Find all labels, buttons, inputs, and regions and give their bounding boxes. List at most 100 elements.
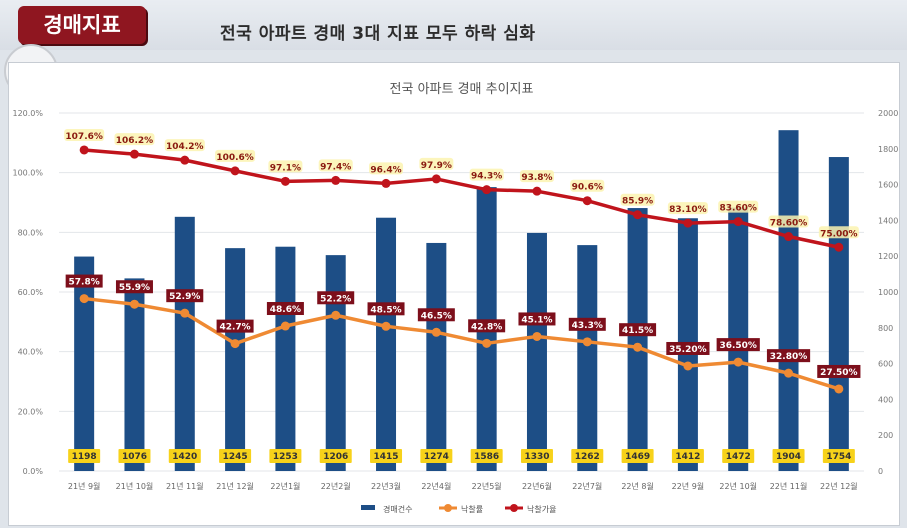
bid-price-rate-label: 104.2% [166, 142, 204, 152]
bar-value-box [671, 449, 704, 463]
right-axis-tick: 200 [878, 431, 893, 440]
winning-bid-rate-label-box [166, 289, 204, 303]
bar-value-box [319, 449, 352, 463]
bar-value-box [118, 449, 151, 463]
bid-price-rate-point [633, 210, 643, 220]
left-axis-tick: 100.0% [12, 169, 43, 178]
bar-auction-count [74, 256, 95, 471]
bar-value-label: 1206 [323, 452, 348, 462]
bid-price-rate-label: 78.60% [770, 219, 808, 229]
x-axis-tick: 22년 8월 [621, 481, 654, 491]
left-axis-tick: 60.0% [18, 288, 44, 297]
x-axis-tick: 21년 12월 [216, 481, 254, 491]
winning-bid-rate-label-box [468, 319, 506, 333]
bid-price-rate-label: 97.1% [270, 163, 301, 173]
bid-price-rate-label: 97.4% [320, 162, 351, 172]
right-axis-tick: 600 [878, 360, 893, 369]
bar-auction-count [778, 130, 799, 471]
bid-price-rate-point [683, 218, 693, 228]
right-axis-tick: 1800 [878, 145, 898, 154]
combo-chart: 전국 아파트 경매 추이지표 0.0% 20.0% 40.0% 60.0% 80.0% 10… [12, 82, 898, 514]
bar-value-label: 1420 [172, 452, 197, 462]
winning-bid-rate-label-box [766, 349, 811, 363]
bid-price-rate-label: 85.9% [622, 197, 653, 207]
bar-auction-count [225, 248, 246, 471]
bar-auction-count [124, 278, 145, 471]
bid-price-rate-label-box [268, 160, 303, 173]
bid-price-rate-point [582, 196, 592, 206]
bid-price-rate-label-box [718, 200, 759, 213]
bar-value-box [168, 449, 201, 463]
x-axis-tick: 22년7월 [572, 481, 602, 491]
winning-bid-rate-point [180, 308, 190, 318]
bid-price-rate-label-box [419, 157, 454, 170]
bid-price-rate-point [331, 175, 341, 185]
winning-bid-rate-label: 32.80% [770, 352, 808, 362]
bid-price-rate-point [532, 186, 542, 196]
right-axis-tick: 1600 [878, 181, 898, 190]
bar-auction-count [627, 208, 648, 471]
x-axis-tick: 22년6월 [522, 481, 552, 491]
bar-value-box [772, 449, 805, 463]
bid-price-rate-line [84, 148, 840, 249]
bar-value-box [420, 449, 453, 463]
winning-bid-rate-label-box [417, 308, 455, 322]
x-axis-tick: 21년 10월 [116, 481, 154, 491]
winning-bid-rate-label: 48.6% [270, 305, 301, 315]
bid-price-rate-label: 90.6% [572, 183, 603, 193]
legend-marker [510, 504, 518, 512]
legend-label: 낙찰가율 [527, 504, 556, 514]
bar-value-label: 1262 [575, 452, 600, 462]
winning-bid-rate-label-box [65, 274, 103, 288]
winning-bid-rate-point [633, 342, 643, 352]
x-axis-tick: 22년3월 [371, 481, 401, 491]
bid-price-rate-label: 83.10% [669, 205, 707, 215]
x-axis-tick: 22년2월 [321, 481, 351, 491]
bar-value-box [219, 449, 252, 463]
winning-bid-rate-point [582, 337, 592, 347]
winning-bid-rate-label-box [619, 323, 657, 337]
bid-price-rate-label-box [318, 159, 353, 172]
winning-bid-rate-point [431, 327, 441, 337]
winning-bid-rate-point [129, 299, 139, 309]
x-axis-tick: 21년 9월 [68, 481, 101, 491]
legend-marker [444, 504, 452, 512]
bid-price-rate-label-box [570, 179, 605, 192]
bid-price-rate-label: 97.9% [421, 161, 452, 171]
winning-bid-rate-label-box [216, 319, 254, 333]
bar-value-box [621, 449, 654, 463]
bid-price-rate-label-box [519, 170, 554, 183]
bar-auction-count [275, 246, 296, 471]
bar-auction-count [526, 232, 547, 471]
bid-price-rate-label-box [215, 149, 256, 162]
bid-price-rate-label: 106.2% [116, 136, 154, 146]
bid-price-rate-point [431, 174, 441, 184]
winning-bid-rate-label: 42.8% [471, 322, 502, 332]
winning-bid-rate-point [331, 310, 341, 320]
winning-bid-rate-label: 42.7% [219, 323, 250, 333]
bar-value-label: 1586 [474, 452, 499, 462]
winning-bid-rate-point [381, 321, 391, 331]
section-badge: 경매지표 [18, 6, 146, 44]
right-axis-tick: 1400 [878, 216, 898, 225]
winning-bid-rate-label-box [266, 302, 304, 316]
right-axis-tick: 2000 [878, 109, 898, 118]
bid-price-rate-point [230, 166, 240, 176]
winning-bid-rate-label: 43.3% [572, 321, 603, 331]
headline: 전국 아파트 경매 3대 지표 모두 하락 심화 [220, 24, 536, 44]
bar-value-label: 1904 [776, 452, 801, 462]
winning-bid-rate-point [280, 321, 290, 331]
winning-bid-rate-label: 35.20% [669, 345, 707, 355]
bid-price-rate-label-box [620, 193, 655, 206]
bar-value-label: 1415 [374, 452, 399, 462]
bar-value-label: 1253 [273, 452, 298, 462]
bar-value-label: 1198 [72, 452, 97, 462]
bid-price-rate-label: 96.4% [370, 165, 401, 175]
bar-value-box [722, 449, 755, 463]
bid-price-rate-point [280, 176, 290, 186]
top-banner [0, 0, 907, 50]
bar-value-box [68, 449, 101, 463]
winning-bid-rate-label: 46.5% [421, 311, 452, 321]
bar-auction-count [828, 157, 849, 471]
x-axis-tick: 22년5월 [472, 481, 502, 491]
